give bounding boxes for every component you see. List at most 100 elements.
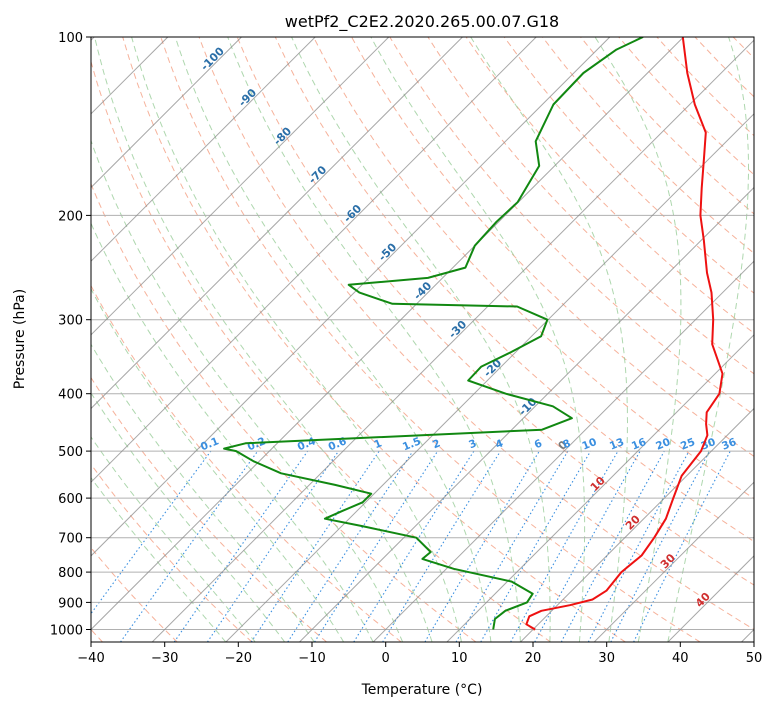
- mixing-ratio-label: 3: [467, 437, 478, 451]
- y-tick-label: 100: [58, 31, 83, 46]
- dry-adiabat-line: [198, 37, 754, 631]
- dry-adiabat-line: [122, 37, 626, 642]
- isotherm-gridlines: [91, 37, 754, 642]
- mixing-ratio-label: 13: [608, 436, 626, 453]
- dewpoint-profile-line: [223, 37, 644, 630]
- x-axis-ticks: −40 −30 −20 −10 0 10 20 30 40 50: [77, 642, 762, 666]
- mixing-ratio-label: 16: [630, 436, 648, 453]
- y-tick-label: 800: [58, 566, 83, 581]
- isotherm-line: [91, 37, 463, 410]
- moist-adiabat-line: [291, 37, 551, 642]
- isotherm-line: [91, 37, 390, 336]
- plot-area: -100-90-80-70-60-50-40-30-20-10010203040…: [91, 37, 754, 642]
- mixing-ratio-line: [120, 450, 259, 642]
- mixing-ratio-label: 6: [533, 437, 544, 451]
- moist-adiabat-line: [91, 343, 315, 642]
- dry-adiabat-line: [160, 37, 701, 642]
- isotherm-line: [225, 113, 754, 642]
- x-tick-label: −10: [298, 651, 325, 666]
- mixing-ratio-label: 8: [561, 437, 572, 451]
- dry-adiabat-line: [313, 37, 754, 500]
- y-tick-label: 400: [58, 388, 83, 403]
- isotherm-line: [299, 186, 754, 642]
- mixing-ratio-label: 25: [679, 436, 697, 453]
- moist-adiabat-line: [91, 476, 227, 642]
- mixing-ratio-line: [314, 450, 439, 642]
- moist-adiabat-line: [174, 37, 492, 642]
- y-tick-label: 900: [58, 596, 83, 611]
- y-tick-label: 300: [58, 314, 83, 329]
- isotherm-line: [91, 37, 242, 189]
- mixing-ratio-line: [206, 450, 340, 642]
- isobar-gridlines: [91, 37, 754, 630]
- y-tick-label: 700: [58, 532, 83, 547]
- isotherm-line: [446, 334, 754, 642]
- mixing-ratio-label: 30: [699, 436, 717, 453]
- mixing-ratio-label: 36: [720, 436, 738, 453]
- chart-title: wetPf2_C2E2.2020.265.00.07.G18: [285, 12, 559, 32]
- x-tick-label: −40: [77, 651, 104, 666]
- moist-adiabat-line: [94, 37, 433, 642]
- moist-adiabat-line: [91, 139, 404, 642]
- moist-adiabat-line: [594, 37, 682, 642]
- mixing-ratio-line: [534, 450, 641, 642]
- mixing-ratio-line: [510, 450, 619, 642]
- x-tick-label: 40: [672, 651, 689, 666]
- isotherm-line: [91, 37, 537, 483]
- mixing-ratio-line: [560, 450, 665, 642]
- x-axis-label: Temperature (°C): [361, 682, 483, 698]
- y-axis-ticks: 100 200 300 400 500 600 700 800 900 1000: [50, 31, 91, 639]
- mixing-ratio-label: 4: [494, 437, 505, 451]
- mixing-ratio-line: [633, 450, 731, 642]
- moist-adiabats: [91, 37, 749, 642]
- y-tick-label: 500: [58, 445, 83, 460]
- mixing-ratio-line: [250, 450, 380, 642]
- x-tick-label: 10: [451, 651, 468, 666]
- moist-adiabat-line: [370, 37, 586, 642]
- x-tick-label: −20: [225, 651, 252, 666]
- mixing-ratio-line: [382, 450, 501, 642]
- moist-adiabat-line: [91, 436, 256, 642]
- isotherm-line: [91, 37, 684, 631]
- moist-adiabat-line: [91, 392, 286, 642]
- moist-adiabat-line: [91, 222, 374, 642]
- moist-adiabat-line: [667, 37, 749, 642]
- dry-adiabat-line: [503, 37, 754, 294]
- isotherm-line: [520, 407, 754, 642]
- mixing-ratio-line: [91, 450, 212, 615]
- y-tick-label: 200: [58, 209, 83, 224]
- mixing-ratio-label: 10: [580, 436, 598, 453]
- mixing-ratio-line: [173, 450, 309, 642]
- y-axis-label: Pressure (hPa): [12, 289, 28, 389]
- dry-adiabat-line: [91, 376, 328, 642]
- mixing-ratio-label: 1: [372, 437, 383, 451]
- isotherm-line: [593, 481, 754, 642]
- moist-adiabat-line: [91, 287, 345, 642]
- isotherm-line: [151, 39, 754, 642]
- mixing-ratio-line: [353, 450, 475, 642]
- mixing-ratio-label: 20: [654, 436, 672, 453]
- mixing-ratio-label: 2: [431, 437, 442, 451]
- dry-adiabat-line: [91, 463, 253, 642]
- plot-frame: [90, 36, 755, 643]
- sounding-profiles: [223, 37, 724, 631]
- dry-adiabats: [91, 37, 754, 642]
- isotherm-line: [372, 260, 754, 642]
- dry-adiabat-line: [91, 59, 552, 642]
- x-tick-label: 30: [598, 651, 615, 666]
- moist-adiabat-line: [470, 37, 628, 642]
- mixing-ratio-lines: [91, 450, 731, 642]
- y-tick-label: 1000: [50, 624, 83, 639]
- dry-adiabat-line: [274, 37, 754, 543]
- isotherm-line: [91, 37, 316, 262]
- isotherm-line: [91, 37, 611, 557]
- x-tick-label: 50: [746, 651, 763, 666]
- moist-adiabat-line: [131, 37, 462, 642]
- moist-adiabat-line: [227, 37, 521, 642]
- mixing-ratio-line: [287, 450, 414, 642]
- dry-adiabat-line: [236, 37, 754, 586]
- x-tick-label: 0: [382, 651, 390, 666]
- x-tick-label: 20: [525, 651, 542, 666]
